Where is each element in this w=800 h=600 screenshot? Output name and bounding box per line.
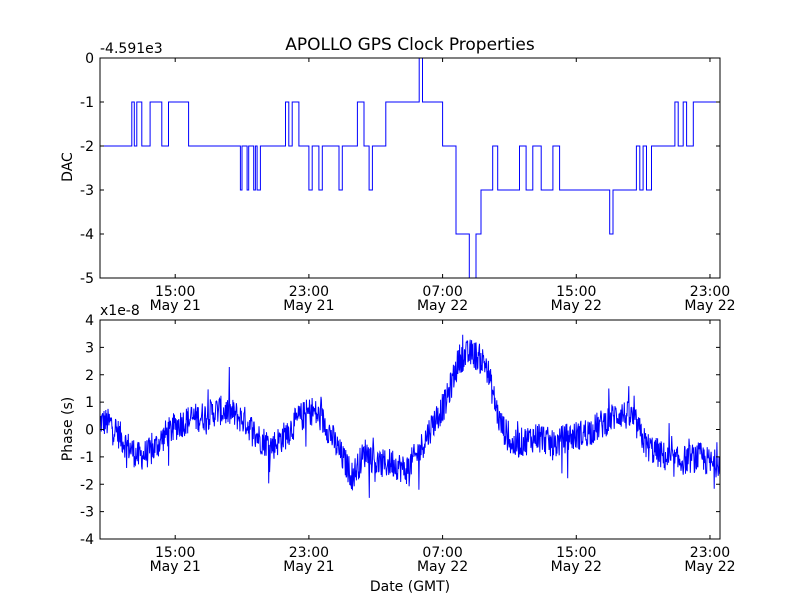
y-tick-label: 0: [85, 423, 94, 439]
y-tick-label: 2: [85, 368, 94, 384]
x-tick-time-label: 23:00: [289, 284, 329, 300]
x-tick-date-label: May 22: [551, 559, 602, 575]
plot-frame: [99, 319, 721, 540]
y-tick-label: 4: [85, 313, 94, 329]
y-tick-label: -4: [80, 227, 94, 243]
x-tick-time-label: 23:00: [289, 545, 329, 561]
phase-panel: x1e-8 Phase (s) Date (GMT) 4 3 2 1 0 -1 -2 -3 -4…: [60, 303, 736, 595]
x-tick-time-label: 23:00: [690, 545, 730, 561]
x-tick-time-label: 23:00: [690, 284, 730, 300]
plot-frame: [99, 57, 721, 279]
phase-xlabel: Date (GMT): [370, 579, 450, 595]
phase-offset-label: x1e-8: [100, 303, 140, 319]
y-tick-label: -3: [80, 183, 94, 199]
y-tick-label: -4: [80, 532, 94, 548]
y-tick-label: -5: [80, 271, 94, 287]
chart-title: APOLLO GPS Clock Properties: [285, 35, 535, 55]
x-tick-date-label: May 22: [417, 298, 468, 314]
x-tick-date-label: May 21: [150, 559, 201, 575]
x-tick-date-label: May 22: [684, 559, 735, 575]
dac-offset-label: -4.591e3: [100, 41, 163, 57]
y-tick-label: -2: [80, 477, 94, 493]
dac-ylabel: DAC: [60, 152, 76, 182]
x-tick-time-label: 07:00: [422, 545, 462, 561]
x-tick-time-label: 15:00: [556, 284, 596, 300]
x-tick-date-label: May 21: [150, 298, 201, 314]
dac-series-line: [100, 58, 720, 278]
y-tick-label: -2: [80, 139, 94, 155]
x-tick-date-label: May 21: [283, 559, 334, 575]
x-tick-time-label: 07:00: [422, 284, 462, 300]
y-tick-label: -3: [80, 505, 94, 521]
y-tick-label: 1: [85, 395, 94, 411]
x-tick-date-label: May 21: [283, 298, 334, 314]
x-tick-date-label: May 22: [684, 298, 735, 314]
x-tick-date-label: May 22: [551, 298, 602, 314]
y-tick-label: -1: [80, 450, 94, 466]
phase-series-line: [100, 334, 720, 498]
x-tick-date-label: May 22: [417, 559, 468, 575]
x-tick-time-label: 15:00: [556, 545, 596, 561]
x-tick-time-label: 15:00: [155, 284, 195, 300]
phase-ylabel: Phase (s): [60, 397, 76, 461]
y-tick-label: 3: [85, 340, 94, 356]
y-tick-label: -1: [80, 95, 94, 111]
x-tick-time-label: 15:00: [155, 545, 195, 561]
y-tick-label: 0: [85, 51, 94, 67]
